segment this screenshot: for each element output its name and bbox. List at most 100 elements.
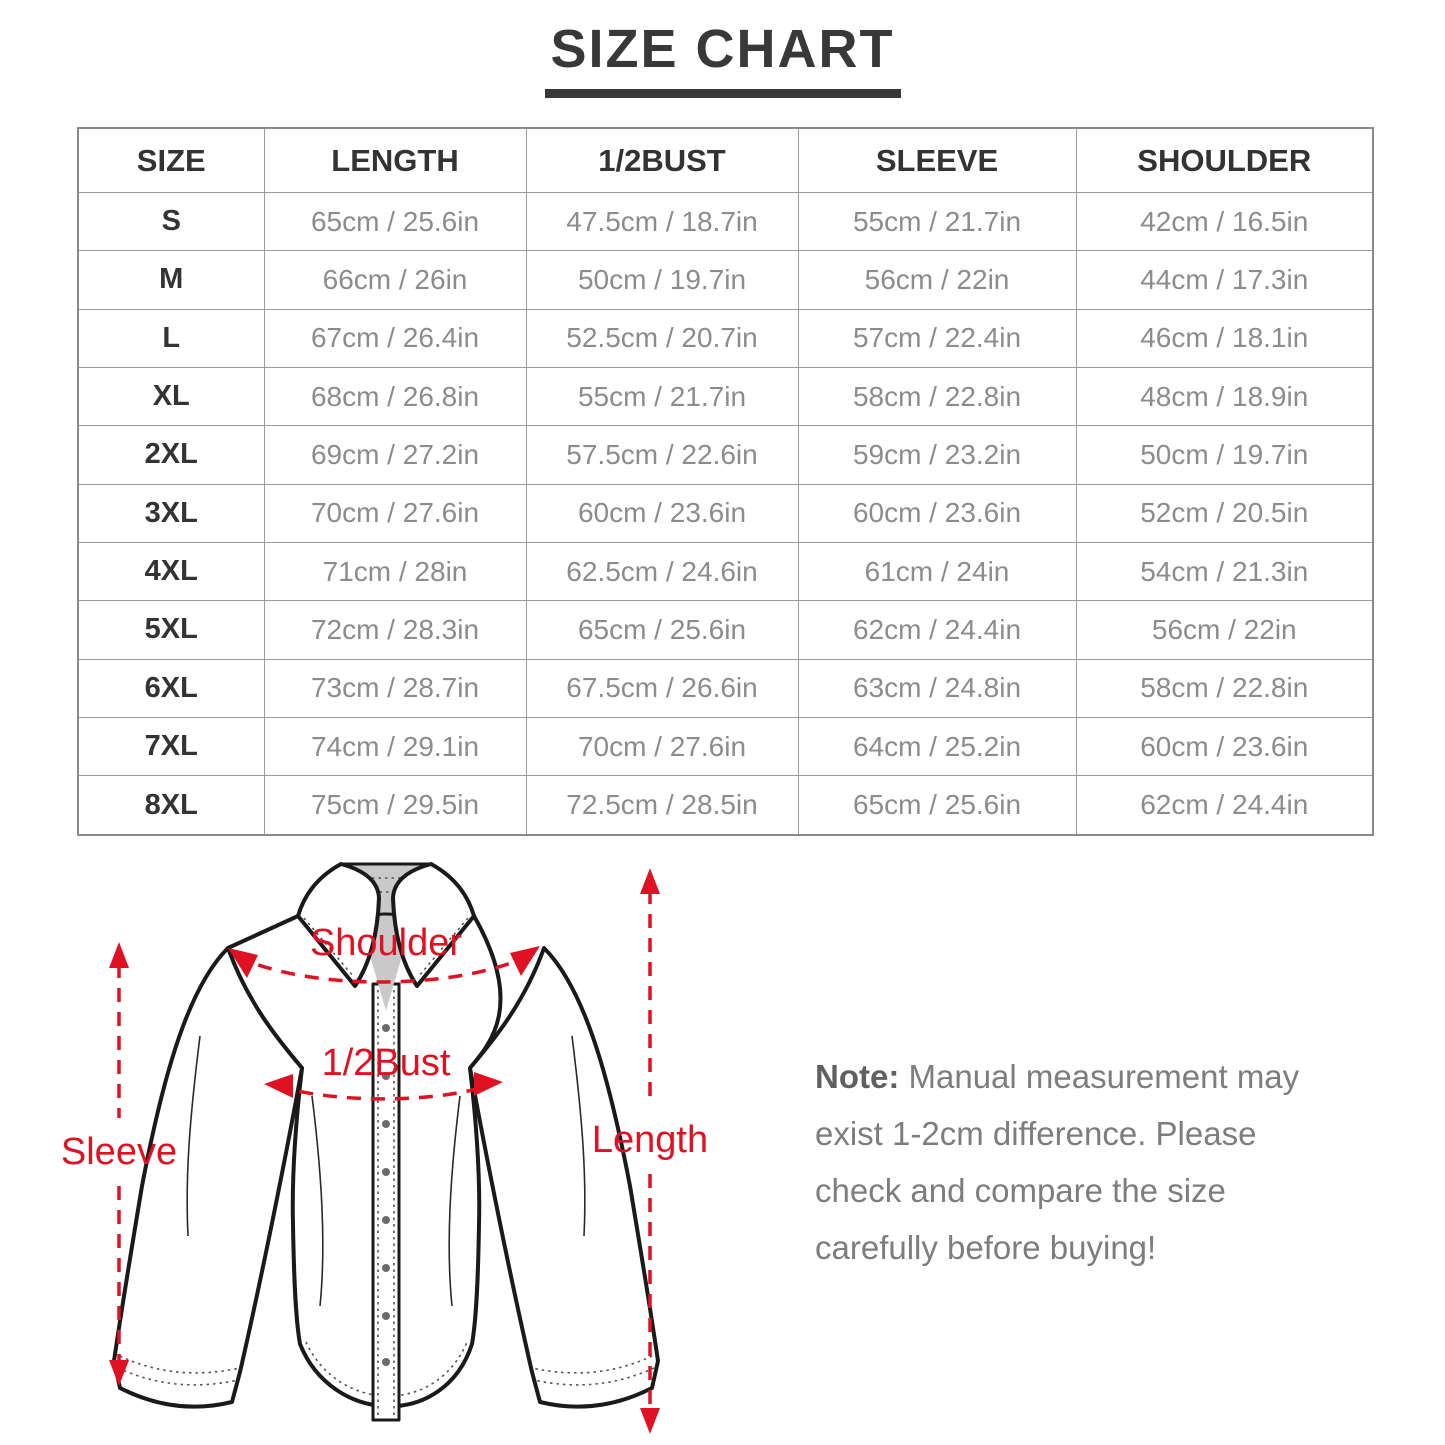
table-row: XL 68cm / 26.8in 55cm / 21.7in 58cm / 22… — [77, 366, 1374, 427]
dart-line-left — [311, 1095, 324, 1307]
shoulder-value: 44cm / 17.3in — [1075, 250, 1374, 310]
length-value: 70cm / 27.6in — [263, 483, 527, 543]
length-value: 73cm / 28.7in — [263, 658, 527, 718]
length-value: 66cm / 26in — [263, 250, 527, 310]
sleeve-value: 55cm / 21.7in — [797, 191, 1077, 252]
column-header-size: SIZE — [77, 127, 265, 193]
shoulder-value: 56cm / 22in — [1075, 600, 1374, 660]
right-sleeve-crease — [571, 1035, 586, 1237]
shoulder-value: 46cm / 18.1in — [1075, 308, 1374, 368]
title-wrap: SIZE CHART — [0, 18, 1445, 98]
column-header-shoulder: SHOULDER — [1075, 127, 1374, 193]
bust-value: 62.5cm / 24.6in — [525, 541, 799, 602]
length-value: 67cm / 26.4in — [263, 308, 527, 368]
column-header-sleeve: SLEEVE — [797, 127, 1077, 193]
bust-value: 55cm / 21.7in — [525, 366, 799, 427]
length-value: 68cm / 26.8in — [263, 366, 527, 427]
note-prefix: Note: — [815, 1058, 900, 1095]
length-value: 71cm / 28in — [263, 541, 527, 602]
left-sleeve — [112, 946, 304, 1409]
shoulder-arrow — [235, 952, 533, 984]
shoulder-value: 60cm / 23.6in — [1075, 716, 1374, 777]
bust-value: 72.5cm / 28.5in — [525, 775, 799, 836]
note-line-1-rest: Manual measurement may — [899, 1058, 1300, 1095]
table-row: 6XL 73cm / 28.7in 67.5cm / 26.6in 63cm /… — [77, 658, 1374, 718]
bust-value: 52.5cm / 20.7in — [525, 308, 799, 368]
table-row: 5XL 72cm / 28.3in 65cm / 25.6in 62cm / 2… — [77, 600, 1374, 660]
sleeve-value: 59cm / 23.2in — [797, 425, 1077, 485]
page-title: SIZE CHART — [544, 18, 901, 98]
bust-value: 67.5cm / 26.6in — [525, 658, 799, 718]
bust-label: 1/2Bust — [322, 1042, 451, 1084]
shoulder-value: 62cm / 24.4in — [1075, 775, 1374, 836]
table-row: 4XL 71cm / 28in 62.5cm / 24.6in 61cm / 2… — [77, 541, 1374, 602]
bust-arrowhead-left — [264, 1074, 293, 1098]
bust-value: 57.5cm / 22.6in — [525, 425, 799, 485]
header-row: SIZE LENGTH 1/2BUST SLEEVE SHOULDER — [77, 127, 1374, 193]
left-cuff-stitch — [117, 1367, 239, 1386]
shirt-diagram: Shoulder 1/2Bust Sleeve Length — [61, 862, 708, 1434]
sleeve-value: 64cm / 25.2in — [797, 716, 1077, 777]
note-line-4: carefully before buying! — [815, 1229, 1157, 1266]
bust-value: 70cm / 27.6in — [525, 716, 799, 777]
size-value: 5XL — [77, 600, 265, 660]
hem-stitch — [305, 1341, 468, 1397]
right-cuff-stitch-2 — [531, 1355, 653, 1374]
column-header-bust: 1/2BUST — [525, 127, 799, 193]
length-value: 74cm / 29.1in — [263, 716, 527, 777]
bust-value: 60cm / 23.6in — [525, 483, 799, 543]
bust-value: 50cm / 19.7in — [525, 250, 799, 310]
shoulder-value: 52cm / 20.5in — [1075, 483, 1374, 543]
size-value: S — [77, 191, 265, 252]
size-value: L — [77, 308, 265, 368]
shoulder-value: 50cm / 19.7in — [1075, 425, 1374, 485]
length-value: 72cm / 28.3in — [263, 600, 527, 660]
table-row: 7XL 74cm / 29.1in 70cm / 27.6in 64cm / 2… — [77, 716, 1374, 777]
length-value: 65cm / 25.6in — [263, 191, 527, 252]
size-value: 8XL — [77, 775, 265, 836]
sleeve-arrowhead-bottom — [109, 1360, 129, 1386]
table-row: M 66cm / 26in 50cm / 19.7in 56cm / 22in … — [77, 250, 1374, 310]
left-cuff-stitch-2 — [119, 1355, 241, 1374]
note-line-2: exist 1-2cm difference. Please — [815, 1115, 1257, 1152]
sleeve-value: 60cm / 23.6in — [797, 483, 1077, 543]
size-value: 4XL — [77, 541, 265, 602]
right-sleeve — [468, 946, 660, 1409]
length-value: 75cm / 29.5in — [263, 775, 527, 836]
shoulder-value: 54cm / 21.3in — [1075, 541, 1374, 602]
sleeve-value: 57cm / 22.4in — [797, 308, 1077, 368]
size-value: XL — [77, 366, 265, 427]
bust-arrow — [275, 1082, 494, 1101]
right-cuff-stitch — [533, 1367, 655, 1386]
shoulder-arrowhead-left — [228, 948, 258, 978]
shoulder-value: 58cm / 22.8in — [1075, 658, 1374, 718]
note-line-1: Note: Manual measurement may — [815, 1048, 1375, 1105]
bust-arrowhead-right — [474, 1072, 503, 1096]
sleeve-value: 58cm / 22.8in — [797, 366, 1077, 427]
table-row: 2XL 69cm / 27.2in 57.5cm / 22.6in 59cm /… — [77, 425, 1374, 485]
size-value: 3XL — [77, 483, 265, 543]
sleeve-value: 62cm / 24.4in — [797, 600, 1077, 660]
size-table: SIZE LENGTH 1/2BUST SLEEVE SHOULDER S 65… — [77, 127, 1374, 836]
size-value: 7XL — [77, 716, 265, 777]
left-lapel — [296, 862, 381, 988]
shoulder-value: 48cm / 18.9in — [1075, 366, 1374, 427]
dart-line-right — [448, 1095, 461, 1307]
sleeve-value: 63cm / 24.8in — [797, 658, 1077, 718]
sleeve-arrowhead-top — [109, 942, 129, 968]
size-value: M — [77, 250, 265, 310]
note-text: Note: Manual measurement may exist 1-2cm… — [815, 1048, 1375, 1276]
bust-value: 65cm / 25.6in — [525, 600, 799, 660]
sleeve-value: 65cm / 25.6in — [797, 775, 1077, 836]
sleeve-label: Sleeve — [61, 1131, 177, 1173]
sleeve-value: 61cm / 24in — [797, 541, 1077, 602]
buttons — [382, 1024, 390, 1366]
bust-value: 47.5cm / 18.7in — [525, 191, 799, 252]
table-row: L 67cm / 26.4in 52.5cm / 20.7in 57cm / 2… — [77, 308, 1374, 368]
length-arrowhead-bottom — [640, 1408, 660, 1434]
length-arrowhead-top — [640, 868, 660, 894]
shoulder-label: Shoulder — [310, 922, 462, 964]
shoulder-arrowhead-right — [510, 946, 540, 976]
shoulder-value: 42cm / 16.5in — [1075, 191, 1374, 252]
